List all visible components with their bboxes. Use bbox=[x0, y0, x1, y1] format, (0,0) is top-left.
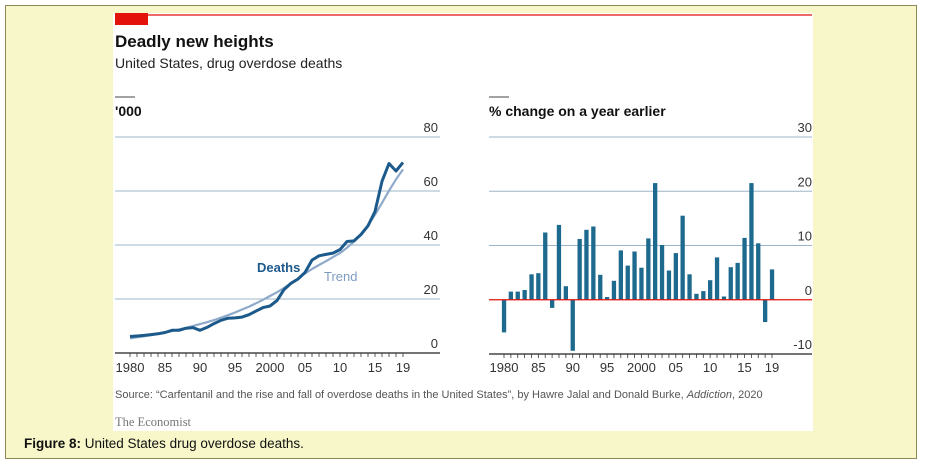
x-tick-label: 19 bbox=[396, 360, 410, 375]
bar bbox=[721, 296, 727, 300]
x-tick-label: 15 bbox=[368, 360, 382, 375]
y-tick-label: -10 bbox=[793, 337, 812, 352]
bar bbox=[701, 291, 706, 300]
y-tick-label: 40 bbox=[424, 228, 438, 243]
y-tick-label: 60 bbox=[424, 174, 438, 189]
bar bbox=[536, 273, 541, 300]
bar bbox=[646, 238, 651, 300]
x-tick-label: 90 bbox=[565, 360, 579, 375]
bar bbox=[639, 267, 644, 300]
source-journal: Addiction bbox=[686, 389, 732, 401]
brand-logo: The Economist bbox=[115, 415, 192, 429]
y-tick-label: 0 bbox=[431, 336, 438, 351]
bar bbox=[680, 215, 685, 300]
change-bar-chart: -10 0 10 20 30 1980 85 90 95 2000 05 10 15 19 bbox=[489, 120, 812, 375]
bar bbox=[708, 280, 713, 300]
x-tick-label: 1980 bbox=[116, 360, 145, 375]
bar bbox=[508, 291, 513, 300]
y-tick-label: 20 bbox=[424, 282, 438, 297]
right-axis-unit: % change on a year earlier bbox=[489, 103, 666, 119]
deaths-line bbox=[129, 161, 405, 338]
bar bbox=[632, 251, 637, 300]
bar bbox=[769, 269, 775, 300]
x-tick-label: 90 bbox=[193, 360, 207, 375]
bar bbox=[611, 280, 617, 300]
x-tick-label: 19 bbox=[765, 360, 779, 375]
bar bbox=[728, 267, 733, 300]
bar bbox=[522, 290, 527, 300]
bar bbox=[501, 299, 507, 333]
bar bbox=[604, 297, 610, 300]
bar bbox=[742, 237, 747, 300]
accent-tab bbox=[115, 13, 148, 25]
source-prefix: Source: “Carfentanil and the rise and fa… bbox=[115, 389, 687, 401]
bar bbox=[625, 265, 630, 300]
bar bbox=[735, 262, 740, 300]
x-tick-label: 05 bbox=[298, 360, 312, 375]
trend-line bbox=[129, 168, 404, 340]
bar bbox=[584, 229, 589, 300]
bar bbox=[591, 226, 596, 300]
bar bbox=[550, 299, 555, 308]
x-tick-label: 05 bbox=[669, 360, 683, 375]
x-tick-label: 2000 bbox=[256, 360, 285, 375]
deaths-annotation: Deaths bbox=[257, 260, 300, 275]
caption-text: United States drug overdose deaths. bbox=[81, 436, 304, 451]
x-tick-label: 95 bbox=[228, 360, 242, 375]
chart-panel bbox=[113, 13, 813, 431]
x-tick-label: 85 bbox=[531, 360, 545, 375]
bar bbox=[687, 274, 692, 300]
x-tick-label: 1980 bbox=[490, 360, 519, 375]
x-tick-label: 85 bbox=[158, 360, 172, 375]
bar bbox=[515, 291, 520, 300]
bar bbox=[673, 253, 678, 300]
y-tick-label: 0 bbox=[805, 283, 812, 298]
bar bbox=[666, 270, 672, 300]
source-note: Source: “Carfentanil and the rise and fa… bbox=[115, 389, 763, 401]
bar bbox=[577, 239, 582, 300]
figure-caption: Figure 8: United States drug overdose de… bbox=[24, 436, 304, 451]
y-tick-label: 20 bbox=[798, 174, 812, 189]
bar bbox=[659, 245, 665, 300]
bar bbox=[598, 274, 603, 300]
bar bbox=[618, 250, 623, 300]
bar bbox=[653, 183, 658, 300]
left-axis-unit: '000 bbox=[115, 103, 142, 119]
source-suffix: , 2020 bbox=[732, 389, 763, 401]
bar bbox=[543, 232, 548, 300]
bar bbox=[529, 274, 534, 300]
x-tick-label: 10 bbox=[333, 360, 347, 375]
chart-title: Deadly new heights bbox=[115, 32, 274, 51]
y-tick-label: 10 bbox=[798, 229, 812, 244]
bar bbox=[763, 299, 768, 322]
trend-annotation: Trend bbox=[324, 269, 357, 284]
bar bbox=[556, 224, 562, 300]
x-tick-label: 2000 bbox=[627, 360, 656, 375]
y-tick-label: 30 bbox=[798, 120, 812, 135]
x-tick-label: 95 bbox=[600, 360, 614, 375]
deaths-line-chart: 0 20 40 60 80 1980 85 90 95 2000 05 10 15 19 Deaths Tre… bbox=[115, 120, 440, 375]
y-tick-label: 80 bbox=[424, 120, 438, 135]
bar bbox=[563, 286, 568, 300]
chart-subtitle: United States, drug overdose deaths bbox=[115, 55, 342, 71]
x-tick-label: 10 bbox=[703, 360, 717, 375]
bar bbox=[570, 299, 575, 351]
x-tick-label: 15 bbox=[737, 360, 751, 375]
bar bbox=[749, 183, 754, 300]
bar bbox=[694, 293, 699, 300]
bar bbox=[714, 257, 720, 300]
caption-label: Figure 8: bbox=[24, 436, 82, 451]
bar bbox=[756, 243, 761, 300]
